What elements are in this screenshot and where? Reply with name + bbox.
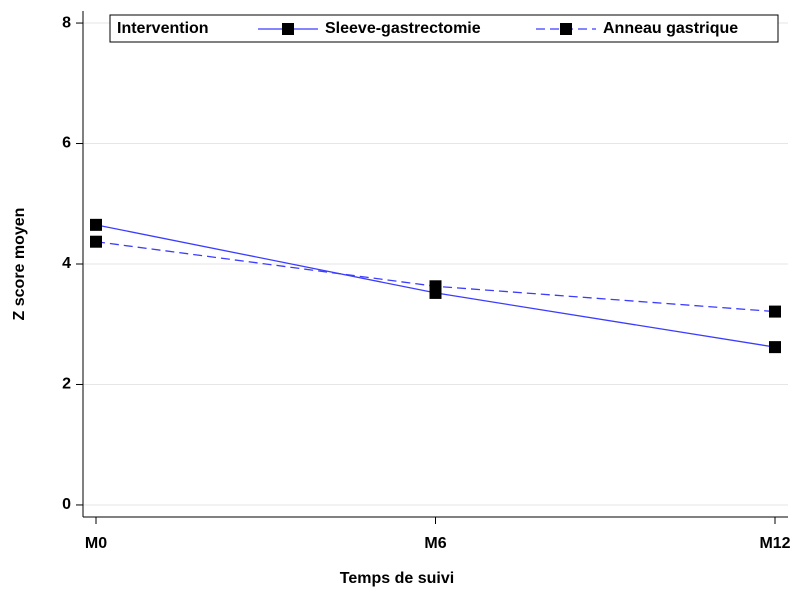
- legend-label: Anneau gastrique: [603, 20, 738, 37]
- marker: [90, 218, 102, 231]
- legend: Intervention Sleeve-gastrectomie Anneau ga…: [109, 14, 779, 43]
- legend-marker: [282, 23, 294, 35]
- y-axis-title: Z score moyen: [11, 208, 28, 321]
- x-tick-label: M12: [759, 535, 790, 552]
- y-tick-label: 0: [62, 496, 71, 513]
- legend-marker: [560, 23, 572, 35]
- y-tick-label: 4: [62, 255, 71, 272]
- legend-box: [109, 14, 779, 43]
- legend-title: Intervention: [117, 20, 209, 37]
- legend-label: Sleeve-gastrectomie: [325, 20, 481, 37]
- series-line: [95, 241, 776, 313]
- marker: [769, 305, 781, 318]
- y-tick-label: 8: [62, 14, 71, 31]
- x-axis-title: Temps de suivi: [340, 570, 454, 587]
- x-tick-label: M6: [424, 535, 446, 552]
- y-tick-label: 2: [62, 376, 71, 393]
- marker: [429, 280, 442, 293]
- x-tick-label: M0: [85, 535, 107, 552]
- marker: [769, 341, 781, 354]
- marker: [90, 235, 102, 248]
- y-tick-label: 6: [62, 135, 71, 152]
